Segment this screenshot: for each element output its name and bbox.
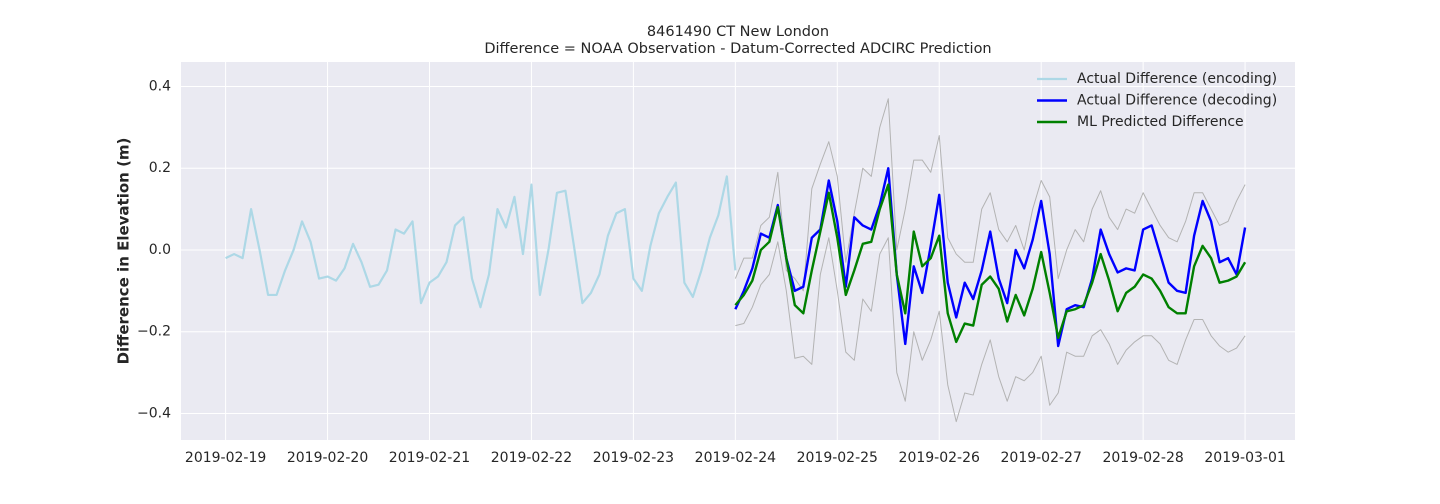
- y-axis-label: Difference in Elevation (m): [115, 138, 133, 365]
- x-tick-label: 2019-02-27: [1001, 450, 1082, 466]
- y-tick-label: 0.0: [149, 242, 171, 258]
- legend-label: Actual Difference (decoding): [1077, 93, 1277, 109]
- x-tick-label: 2019-02-26: [899, 450, 980, 466]
- x-tick-label: 2019-02-21: [389, 450, 470, 466]
- legend-label: Actual Difference (encoding): [1077, 71, 1277, 87]
- y-tick-label: −0.2: [137, 324, 171, 340]
- y-tick-label: 0.2: [149, 160, 171, 176]
- x-tick-label: 2019-02-22: [491, 450, 572, 466]
- x-tick-label: 2019-03-01: [1204, 450, 1285, 466]
- x-tick-label: 2019-02-28: [1102, 450, 1183, 466]
- x-tick-label: 2019-02-19: [185, 450, 266, 466]
- series-line: [735, 237, 1246, 423]
- legend-label: ML Predicted Difference: [1077, 114, 1244, 130]
- x-tick-label: 2019-02-24: [695, 450, 776, 466]
- x-tick-label: 2019-02-23: [593, 450, 674, 466]
- chart-subtitle: Difference = NOAA Observation - Datum-Co…: [484, 41, 991, 57]
- x-tick-label: 2019-02-25: [797, 450, 878, 466]
- y-tick-label: 0.4: [149, 79, 171, 95]
- series-line: [734, 183, 1247, 344]
- chart-title: 8461490 CT New London: [647, 24, 829, 40]
- series-line: [225, 175, 737, 309]
- y-tick-label: −0.4: [137, 405, 171, 421]
- series-line: [734, 98, 1246, 292]
- x-tick-label: 2019-02-20: [287, 450, 368, 466]
